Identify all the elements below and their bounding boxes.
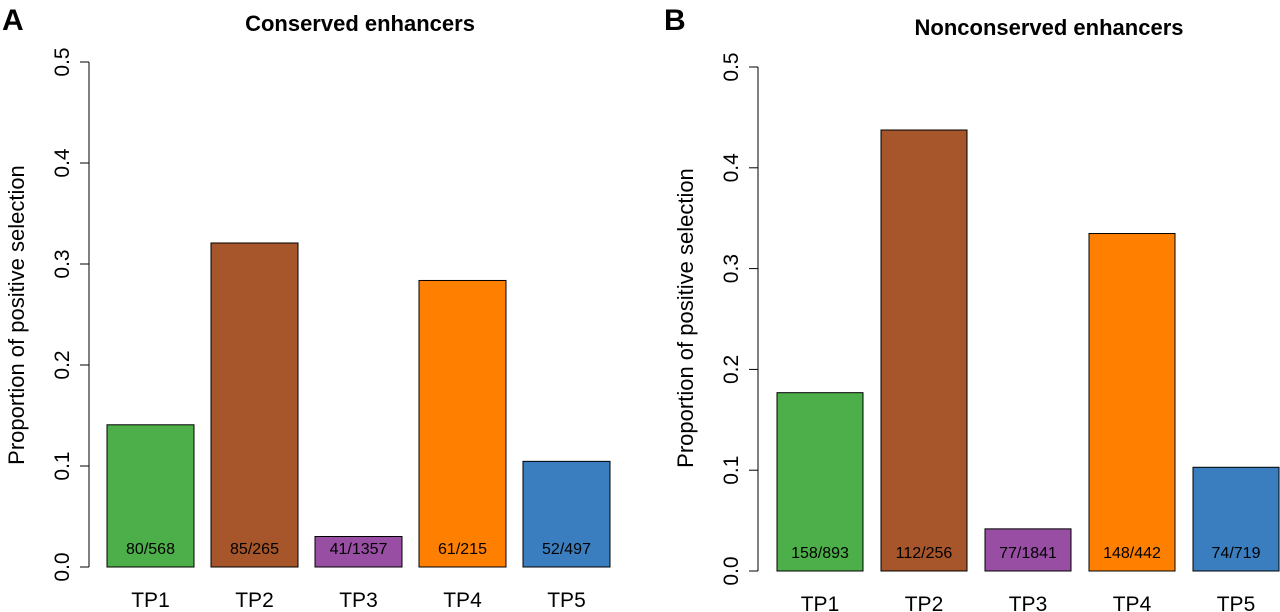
bar-tp2 [210,242,299,568]
bar-tp5 [1192,466,1280,572]
bar-count-label: 74/719 [1212,545,1261,562]
x-tick-label: TP4 [443,589,482,612]
panel-letter-a: A [2,4,24,37]
bar-count-label: 52/497 [542,541,591,558]
bar-count-label: 77/1841 [999,545,1057,562]
y-axis-a: 0.0 0.1 0.2 0.3 0.4 0.5 [51,47,90,582]
chart-title-a: Conserved enhancers [245,11,475,36]
bars-a [106,242,611,568]
y-tick-label: 0.4 [51,148,74,178]
panel-a: A Conserved enhancers Proportion of posi… [2,4,611,612]
y-axis-b: 0.0 0.1 0.2 0.3 0.4 0.5 [720,52,759,586]
y-tick-label: 0.3 [51,249,74,278]
bar-tp2 [880,129,968,572]
x-tick-label: TP4 [1113,593,1152,612]
bar-tp4 [1088,233,1176,572]
x-tick-label: TP3 [1009,593,1048,612]
bar-count-label: 112/256 [896,545,953,562]
y-tick-label: 0.0 [720,556,743,585]
bar-tp4 [418,279,507,568]
y-tick-label: 0.3 [720,254,743,283]
bar-tp5 [522,460,611,568]
y-tick-label: 0.5 [51,47,74,76]
x-axis-labels-a: TP1 TP2 TP3 TP4 TP5 [131,589,586,612]
x-tick-label: TP3 [339,589,378,612]
y-tick-label: 0.1 [720,456,743,485]
x-axis-labels-b: TP1 TP2 TP3 TP4 TP5 [801,593,1256,612]
bars-b [776,129,1280,572]
panel-b: B Nonconserved enhancers Proportion of p… [664,4,1280,612]
y-tick-label: 0.2 [720,355,743,384]
bar-tp3 [984,528,1072,572]
x-tick-label: TP5 [547,589,586,612]
y-tick-label: 0.1 [51,451,74,480]
chart-title-b: Nonconserved enhancers [915,15,1184,40]
y-tick-label: 0.5 [720,52,743,81]
x-tick-label: TP1 [801,593,840,612]
bar-count-label: 61/215 [438,541,487,558]
panel-letter-b: B [664,4,686,37]
bar-count-label: 41/1357 [330,541,388,558]
bar-count-label: 148/442 [1103,545,1161,562]
x-tick-label: TP1 [131,589,170,612]
bar-count-label: 85/265 [230,541,279,558]
bar-counts-a: 80/568 85/265 41/1357 61/215 52/497 [126,541,591,558]
bar-counts-b: 158/893 112/256 77/1841 148/442 74/719 [791,545,1260,562]
y-tick-label: 0.4 [720,153,743,183]
x-tick-label: TP2 [235,589,274,612]
bar-tp1 [106,424,195,568]
x-tick-label: TP5 [1217,593,1256,612]
bar-count-label: 158/893 [791,545,849,562]
bar-tp3 [314,535,403,568]
y-tick-label: 0.0 [51,552,74,581]
bar-tp1 [776,392,864,572]
y-axis-label-b: Proportion of positive selection [673,168,698,468]
y-axis-label-a: Proportion of positive selection [4,165,29,465]
y-tick-label: 0.2 [51,350,74,379]
x-tick-label: TP2 [905,593,944,612]
bar-count-label: 80/568 [126,541,175,558]
